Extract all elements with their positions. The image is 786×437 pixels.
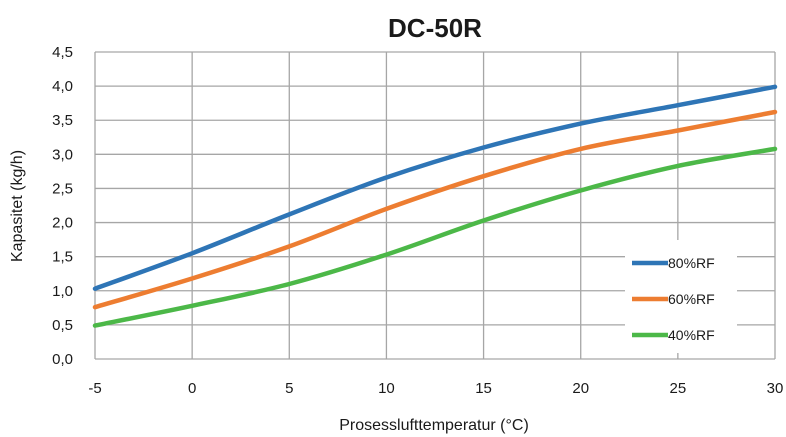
gridlines (94, 51, 776, 360)
x-axis-ticks: -5 0 5 10 15 20 25 30 (88, 380, 783, 397)
x-tick-label: -5 (88, 380, 101, 397)
y-tick-label: 1,0 (52, 283, 73, 300)
x-tick-label: 30 (767, 380, 784, 397)
legend: 80%RF 60%RF 40%RF (625, 240, 737, 353)
x-axis-label: Prosesslufttemperatur (°C) (339, 417, 529, 434)
y-tick-label: 2,0 (52, 215, 73, 232)
series-line-40%RF (92, 146, 778, 328)
series-lines (92, 84, 778, 328)
series-line-80%RF (92, 84, 778, 291)
x-tick-label: 15 (475, 380, 492, 397)
x-tick-label: 0 (188, 380, 196, 397)
y-tick-label: 0,5 (52, 317, 73, 334)
legend-label: 80%RF (668, 255, 715, 271)
y-tick-label: 2,5 (52, 180, 73, 197)
y-tick-label: 0,0 (52, 351, 73, 368)
y-tick-label: 4,5 (52, 44, 73, 61)
y-axis-label: Kapasitet (kg/h) (9, 150, 26, 262)
y-tick-label: 4,0 (52, 78, 73, 95)
chart-title: DC-50R (388, 13, 482, 43)
x-tick-label: 10 (378, 380, 395, 397)
x-tick-label: 25 (670, 380, 687, 397)
legend-label: 60%RF (668, 291, 715, 307)
y-tick-label: 1,5 (52, 249, 73, 266)
y-tick-label: 3,0 (52, 146, 73, 163)
x-tick-label: 5 (285, 380, 293, 397)
series-line-60%RF (92, 109, 778, 310)
y-axis-ticks: 0,0 0,5 1,0 1,5 2,0 2,5 3,0 3,5 4,0 4,5 (52, 44, 73, 368)
legend-label: 40%RF (668, 327, 715, 343)
y-tick-label: 3,5 (52, 112, 73, 129)
x-tick-label: 20 (572, 380, 589, 397)
